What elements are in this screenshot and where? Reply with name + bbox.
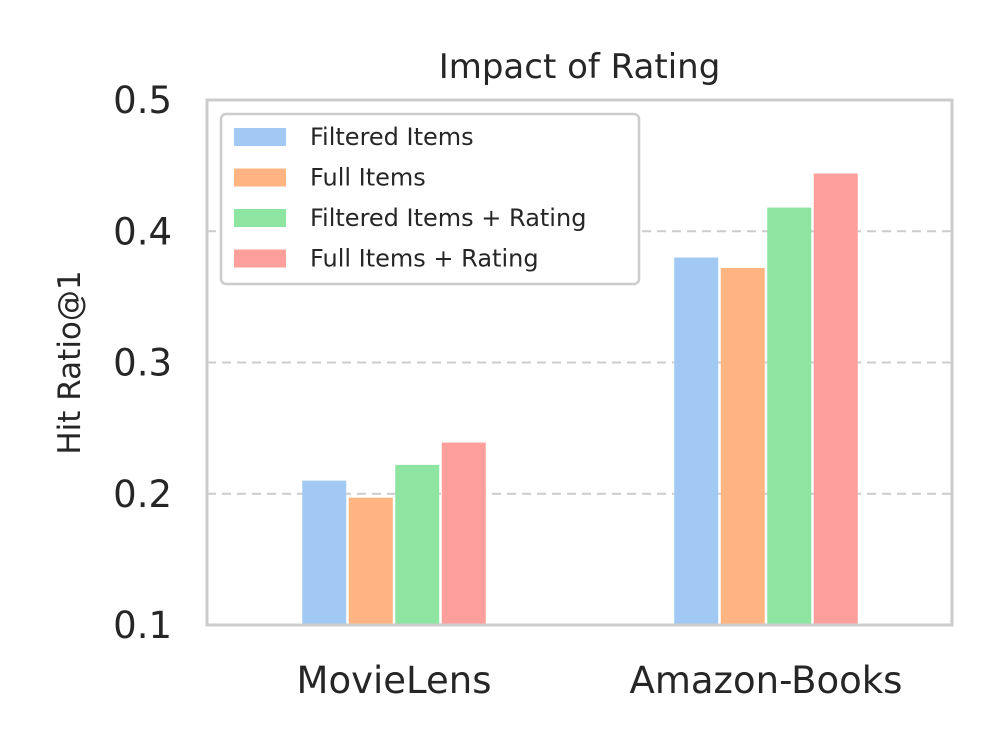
legend-label: Filtered Items + Rating	[310, 204, 586, 232]
y-tick-label: 0.5	[113, 79, 172, 122]
y-tick-label: 0.2	[113, 473, 172, 516]
legend: Filtered Items Full Items Filtered Items +…	[219, 112, 641, 286]
legend-frame	[219, 112, 641, 286]
x-tick-label: Amazon-Books	[630, 659, 903, 702]
x-tick-labels: MovieLens Amazon-Books	[297, 659, 903, 702]
bar-amazon-books-series-3	[813, 173, 858, 625]
bar-movielens-series-3	[441, 442, 486, 625]
bar-movielens-series-2	[395, 464, 440, 625]
chart-title: Impact of Rating	[439, 47, 721, 87]
legend-swatch	[234, 249, 286, 268]
legend-label: Full Items	[310, 164, 426, 192]
bar-movielens-series-0	[302, 480, 347, 625]
bars	[302, 173, 858, 625]
bar-amazon-books-series-0	[674, 257, 719, 625]
legend-label: Filtered Items	[310, 123, 474, 151]
legend-swatch	[234, 128, 286, 146]
y-axis-label: Hit Ratio@1	[52, 270, 88, 454]
legend-swatch	[234, 209, 286, 227]
x-tick-label: MovieLens	[297, 659, 492, 702]
bar-amazon-books-series-2	[767, 207, 812, 625]
y-tick-label: 0.3	[113, 342, 172, 385]
y-tick-label: 0.4	[113, 210, 172, 253]
legend-label: Full Items + Rating	[310, 245, 539, 273]
bar-movielens-series-1	[348, 497, 393, 625]
legend-swatch	[234, 168, 286, 187]
y-tick-label: 0.1	[113, 604, 172, 647]
bar-amazon-books-series-1	[720, 268, 765, 625]
y-tick-labels: 0.1 0.2 0.3 0.4 0.5	[113, 79, 172, 647]
plot-frame	[205, 98, 954, 627]
legend-entries: Filtered Items Full Items Filtered Items +…	[234, 123, 586, 273]
